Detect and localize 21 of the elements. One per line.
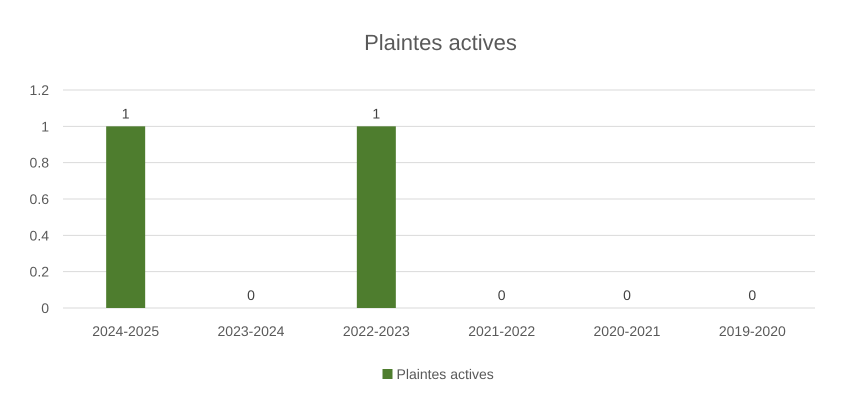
data-label: 1 <box>122 105 130 122</box>
y-tick-label: 0.2 <box>30 264 50 280</box>
y-tick-label: 0.4 <box>30 227 50 244</box>
data-label: 0 <box>247 287 256 303</box>
y-tick-label: 0.8 <box>30 154 50 171</box>
y-tick-label: 0.6 <box>30 191 50 207</box>
data-label: 0 <box>748 287 756 303</box>
x-tick-label: 2020-2021 <box>594 323 661 339</box>
x-tick-label: 2024-2025 <box>92 323 160 339</box>
legend-label: Plaintes actives <box>396 366 494 382</box>
data-label: 1 <box>372 105 380 122</box>
y-tick-label: 1 <box>41 118 50 134</box>
x-tick-label: 2019-2020 <box>718 323 786 339</box>
x-tick-label: 2021-2022 <box>468 323 536 339</box>
x-tick-label: 2022-2023 <box>342 323 410 339</box>
y-tick-label: 0 <box>41 300 50 316</box>
chart-title: Plaintes actives <box>364 30 517 55</box>
y-tick-label: 1.2 <box>30 82 50 98</box>
x-tick-label: 2023-2024 <box>218 323 285 339</box>
data-label: 0 <box>498 287 506 303</box>
data-label: 0 <box>623 287 632 303</box>
